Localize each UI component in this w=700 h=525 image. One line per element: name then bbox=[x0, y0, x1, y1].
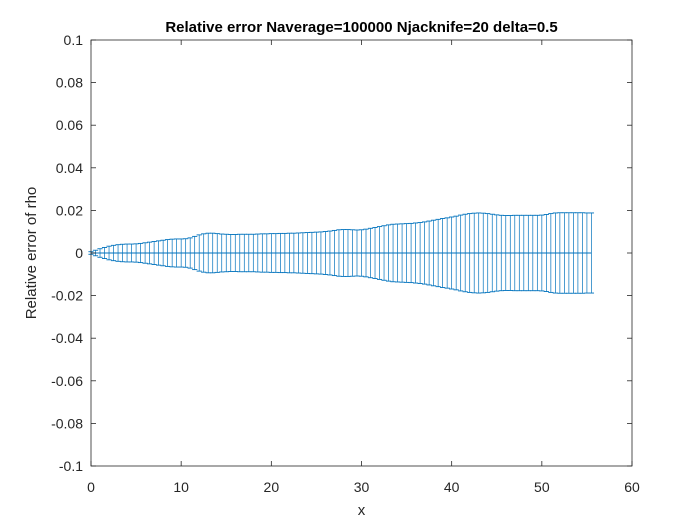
y-tick-label: -0.08 bbox=[51, 415, 83, 431]
x-tick-label: 20 bbox=[264, 479, 280, 495]
x-tick-label: 40 bbox=[444, 479, 460, 495]
x-axis-label: x bbox=[358, 502, 366, 519]
y-tick-label: 0 bbox=[75, 245, 83, 261]
y-tick-label: 0.04 bbox=[56, 160, 83, 176]
x-tick-label: 30 bbox=[354, 479, 370, 495]
y-axis-label: Relative error of rho bbox=[23, 187, 40, 320]
x-axis-ticks: 0 10 20 30 40 50 60 bbox=[87, 40, 640, 495]
y-tick-label: 0.06 bbox=[56, 117, 83, 133]
x-tick-label: 0 bbox=[87, 479, 95, 495]
y-tick-label: -0.06 bbox=[51, 373, 83, 389]
y-axis-ticks: -0.1 -0.08 -0.06 -0.04 -0.02 0 0.02 0.04 0.06 0.0… bbox=[51, 32, 632, 474]
x-tick-label: 10 bbox=[173, 479, 189, 495]
y-tick-label: 0.08 bbox=[56, 75, 83, 91]
y-tick-label: -0.1 bbox=[59, 458, 83, 474]
chart-title: Relative error Naverage=100000 Njacknife… bbox=[165, 19, 557, 36]
y-tick-label: -0.04 bbox=[51, 330, 83, 346]
x-tick-label: 50 bbox=[534, 479, 550, 495]
y-tick-label: 0.02 bbox=[56, 202, 83, 218]
y-tick-label: 0.1 bbox=[64, 32, 84, 48]
y-tick-label: -0.02 bbox=[51, 288, 83, 304]
x-tick-label: 60 bbox=[624, 479, 640, 495]
